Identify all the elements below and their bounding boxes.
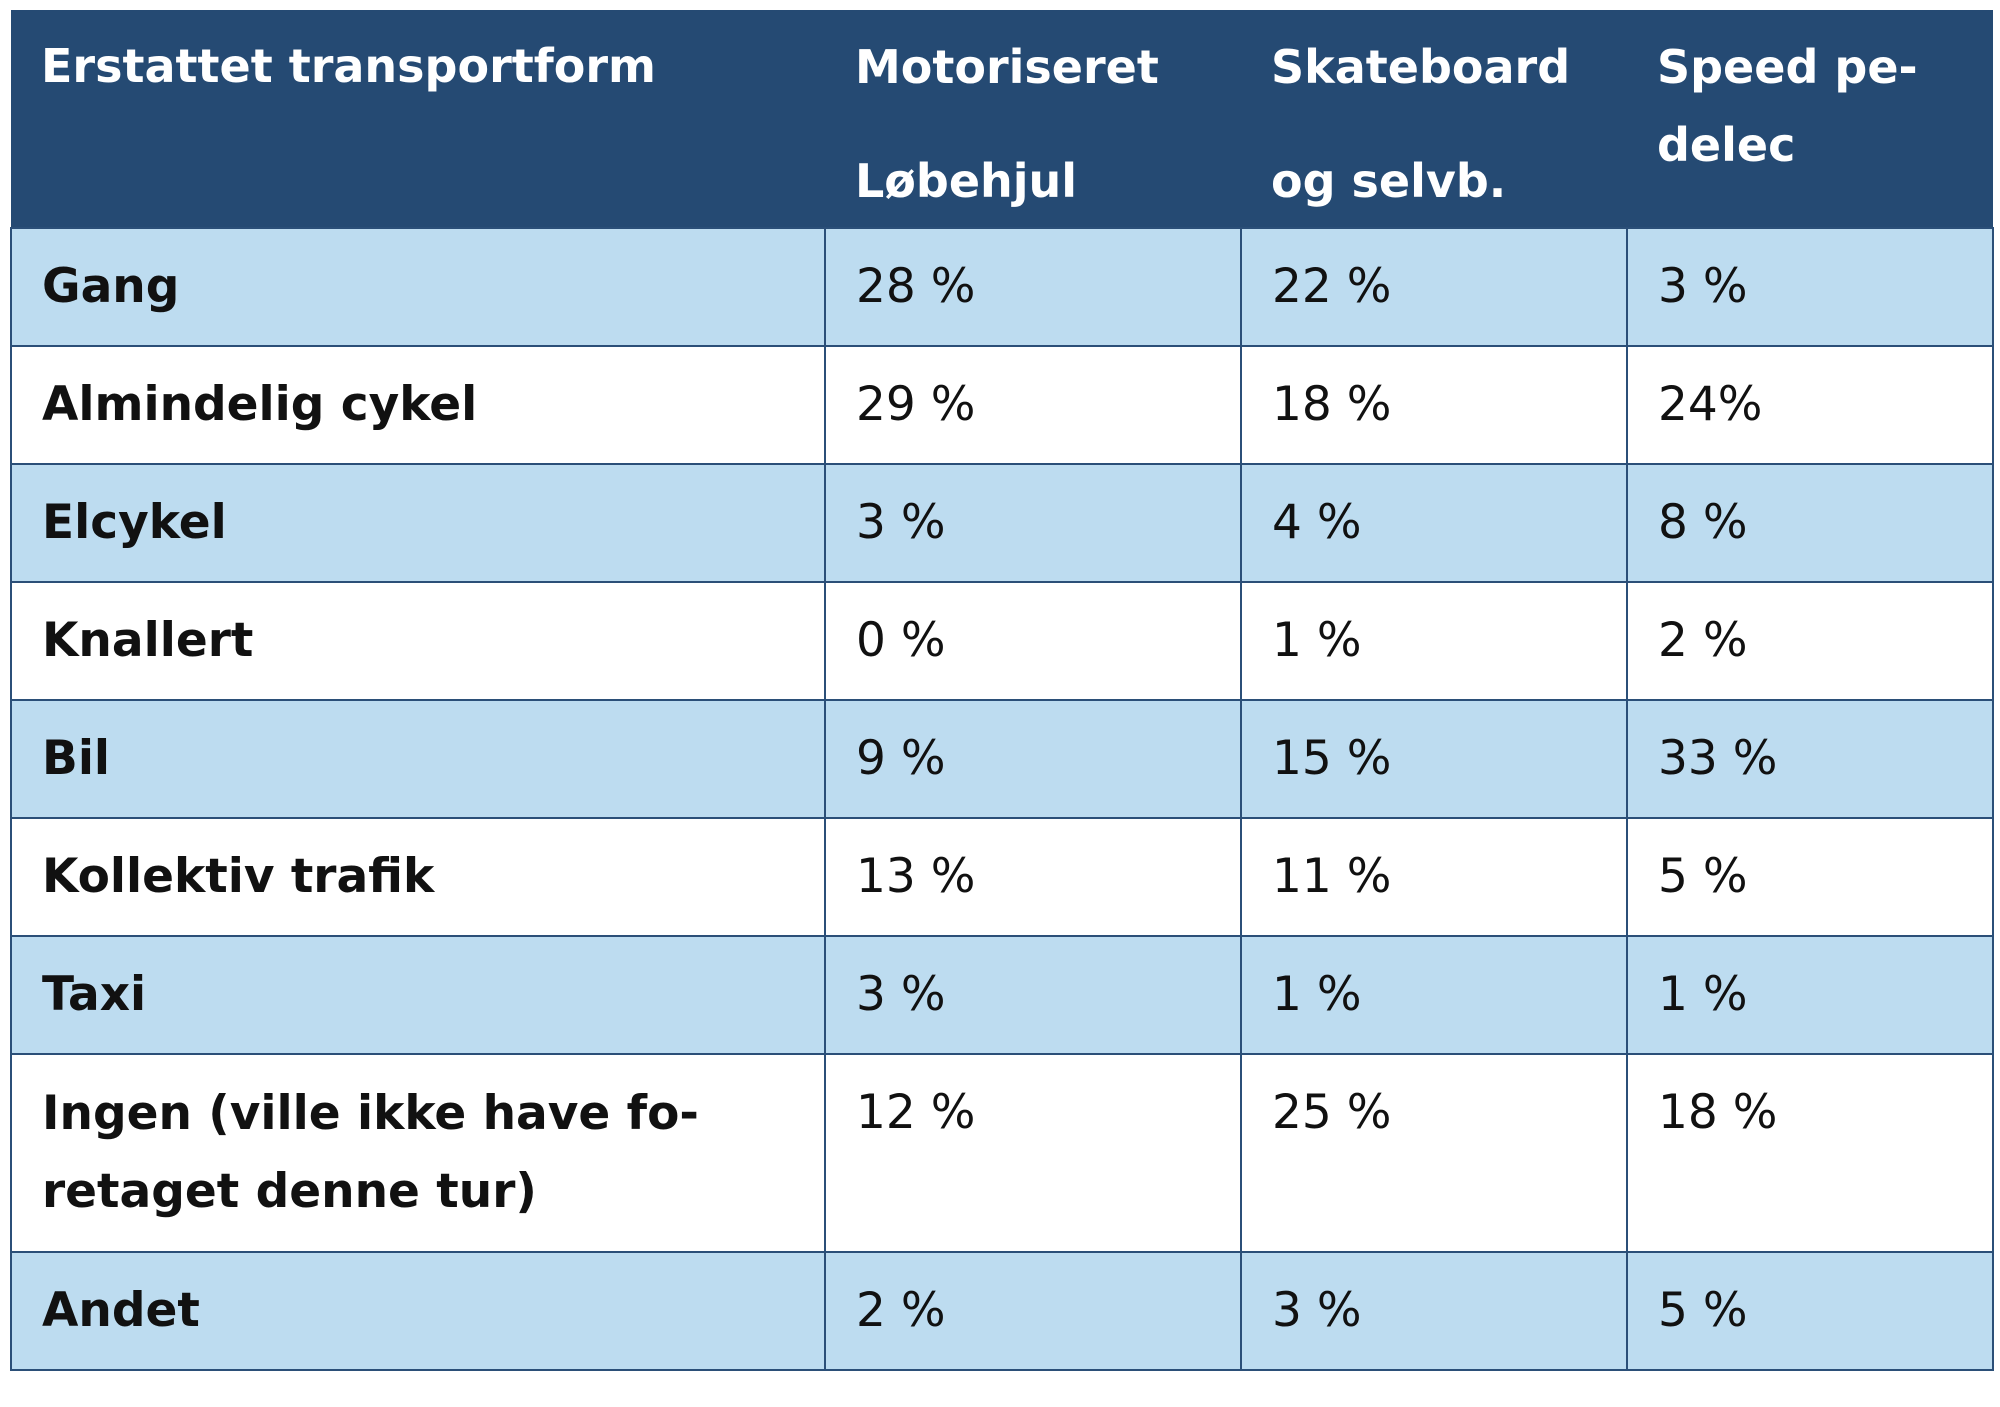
table-row: Elcykel 3 % 4 % 8 %: [10, 463, 1994, 583]
cell-value: 2 %: [1626, 581, 1994, 701]
cell-value: 28 %: [824, 227, 1242, 347]
cell-value: 29 %: [824, 345, 1242, 465]
cell-value: 3 %: [1240, 1251, 1628, 1371]
cell-value: 0 %: [824, 581, 1242, 701]
cell-value: 25 %: [1240, 1053, 1628, 1253]
row-label-line1: Ingen (ville ikke have fo-: [42, 1086, 699, 1141]
cell-value: 1 %: [1626, 935, 1994, 1055]
cell-value: 1 %: [1240, 935, 1628, 1055]
cell-value: 8 %: [1626, 463, 1994, 583]
row-label: Bil: [10, 699, 826, 819]
header-speed-pedelec: Speed pe- delec: [1627, 10, 1993, 228]
table-header: Erstattet transportform Motoriseret Løbe…: [11, 10, 1993, 228]
cell-value: 4 %: [1240, 463, 1628, 583]
row-label: Gang: [10, 227, 826, 347]
cell-value: 18 %: [1240, 345, 1628, 465]
table-row: Ingen (ville ikke have fo- retaget denne…: [10, 1053, 1994, 1253]
table-row: Gang 28 % 22 % 3 %: [10, 227, 1994, 347]
table-row: Andet 2 % 3 % 5 %: [10, 1251, 1994, 1371]
header-text-line2: delec: [1657, 118, 1796, 172]
row-label: Elcykel: [10, 463, 826, 583]
header-text: Erstattet transportform: [41, 39, 656, 93]
table-row: Knallert 0 % 1 % 2 %: [10, 581, 1994, 701]
cell-value: 9 %: [824, 699, 1242, 819]
cell-value: 2 %: [824, 1251, 1242, 1371]
table-container: Erstattet transportform Motoriseret Løbe…: [10, 10, 1994, 1371]
cell-value: 5 %: [1626, 1251, 1994, 1371]
row-label-line2: retaget denne tur): [42, 1164, 537, 1219]
header-row: Erstattet transportform Motoriseret Løbe…: [11, 10, 1993, 228]
header-skateboard: Skateboard og selvb.: [1241, 10, 1627, 228]
header-text-line2: Løbehjul: [855, 154, 1078, 208]
row-label: Almindelig cykel: [10, 345, 826, 465]
row-label: Knallert: [10, 581, 826, 701]
cell-value: 22 %: [1240, 227, 1628, 347]
header-replaced-transport: Erstattet transportform: [11, 10, 825, 228]
cell-value: 24%: [1626, 345, 1994, 465]
header-text-line1: Motoriseret: [855, 40, 1159, 94]
cell-value: 3 %: [824, 463, 1242, 583]
cell-value: 11 %: [1240, 817, 1628, 937]
transport-substitution-table: Erstattet transportform Motoriseret Løbe…: [10, 10, 1994, 1371]
cell-value: 12 %: [824, 1053, 1242, 1253]
table-body: Gang 28 % 22 % 3 % Almindelig cykel 29 %…: [10, 227, 1994, 1371]
header-text-line1: Speed pe-: [1657, 40, 1918, 94]
row-label: Andet: [10, 1251, 826, 1371]
table-row: Taxi 3 % 1 % 1 %: [10, 935, 1994, 1055]
cell-value: 15 %: [1240, 699, 1628, 819]
cell-value: 13 %: [824, 817, 1242, 937]
table-row: Kollektiv trafik 13 % 11 % 5 %: [10, 817, 1994, 937]
row-label: Taxi: [10, 935, 826, 1055]
header-motorized-scooter: Motoriseret Løbehjul: [825, 10, 1241, 228]
header-text-line2: og selvb.: [1271, 154, 1507, 208]
cell-value: 18 %: [1626, 1053, 1994, 1253]
table-row: Almindelig cykel 29 % 18 % 24%: [10, 345, 1994, 465]
row-label: Kollektiv trafik: [10, 817, 826, 937]
table-row: Bil 9 % 15 % 33 %: [10, 699, 1994, 819]
cell-value: 3 %: [824, 935, 1242, 1055]
cell-value: 33 %: [1626, 699, 1994, 819]
cell-value: 3 %: [1626, 227, 1994, 347]
cell-value: 1 %: [1240, 581, 1628, 701]
cell-value: 5 %: [1626, 817, 1994, 937]
header-text-line1: Skateboard: [1271, 40, 1571, 94]
row-label: Ingen (ville ikke have fo- retaget denne…: [10, 1053, 826, 1253]
